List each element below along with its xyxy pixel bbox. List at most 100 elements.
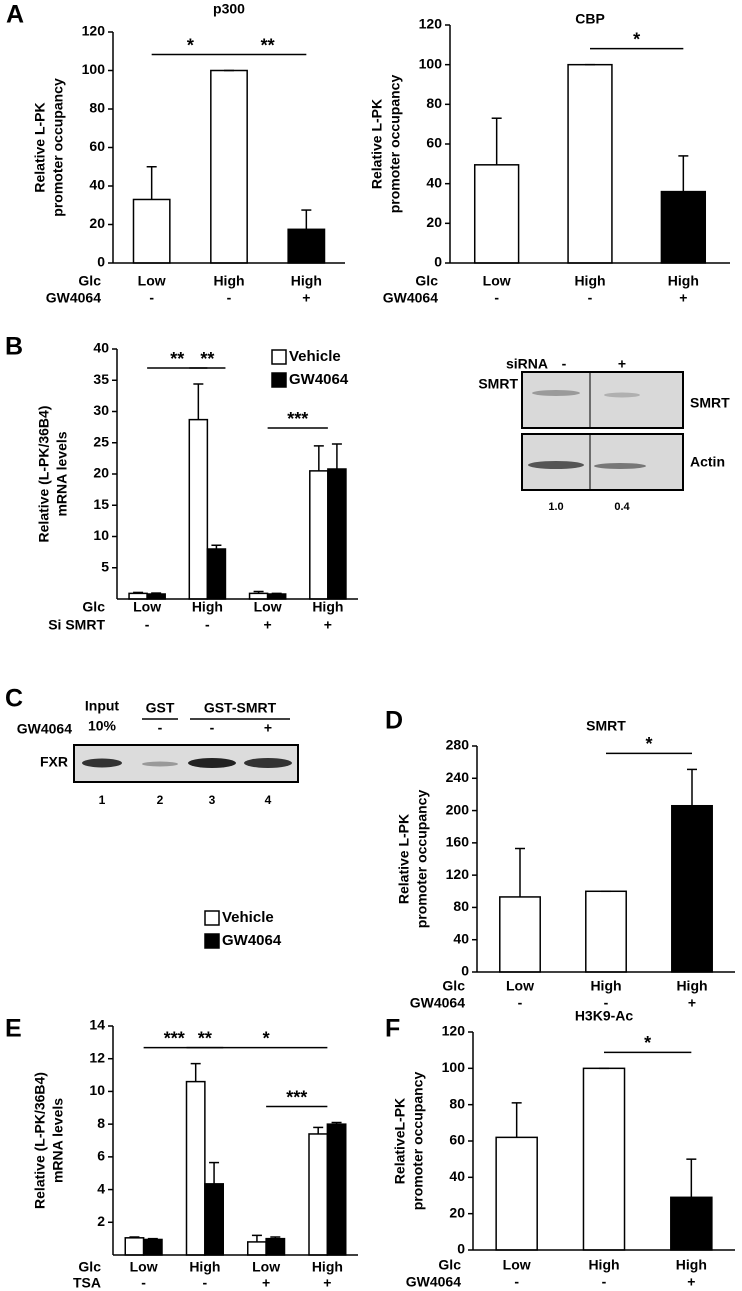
y-tick-label: 280 [446,737,470,753]
legend-swatch [271,372,287,388]
y-tick-label: 20 [426,214,442,230]
condition-label: - [205,617,210,633]
y-tick-label: 10 [89,1082,105,1098]
bar [142,1238,163,1256]
significance-label: * [633,29,640,49]
bar [670,1196,713,1251]
x-row-label: Glc [78,273,101,289]
y-tick-label: 80 [426,95,442,111]
band [532,390,580,396]
bar [473,164,520,264]
bar [210,69,248,264]
y-axis-label: RelativeL-PK [392,1098,408,1184]
bar [585,890,627,973]
condition-label: + [302,290,310,306]
chart-title: p300 [213,1,245,17]
bar [327,468,347,600]
y-tick-label: 14 [89,1017,105,1033]
y-axis-label: Relative L-PK [32,102,48,192]
x-tick-label: High [676,978,707,994]
y-tick-label: 120 [442,1023,466,1039]
y-tick-label: 35 [93,371,109,387]
y-tick-label: 20 [89,215,105,231]
y-tick-label: 120 [419,16,443,32]
bar [582,1067,626,1251]
y-tick-label: 5 [101,558,109,574]
blot-quant: 0.4 [614,501,630,513]
blot-row-label: SMRT [690,395,730,411]
y-tick-label: 30 [93,402,109,418]
band [594,463,646,469]
chart-title: SMRT [586,718,626,734]
bar [495,1136,538,1251]
y-axis-label: promoter occupancy [410,1072,426,1211]
y-tick-label: 2 [97,1213,105,1229]
x-row-label: Glc [82,599,105,615]
bar [128,592,148,600]
y-tick-label: 15 [93,496,109,512]
x-row-label: GW4064 [383,290,438,306]
y-axis-label: promoter occupancy [387,75,403,214]
bar [204,1183,224,1256]
x-tick-label: Low [503,1257,531,1273]
x-row-label: Glc [438,1257,461,1273]
legend-label: Vehicle [222,909,274,926]
y-axis-label: Relative L-PK [369,99,385,189]
significance-label: *** [286,1087,307,1107]
y-tick-label: 4 [97,1180,105,1196]
x-row-label: Glc [415,273,438,289]
condition-label: - [203,1275,208,1291]
blot-column: - [562,356,567,372]
x-tick-label: Low [254,599,282,615]
x-tick-label: High [312,599,343,615]
x-tick-label: Low [252,1259,280,1275]
x-row-label: TSA [73,1275,101,1291]
y-tick-label: 80 [89,100,105,116]
y-tick-label: 40 [449,1168,465,1184]
y-tick-label: 120 [446,866,470,882]
x-tick-label: High [189,1259,220,1275]
y-tick-label: 80 [453,898,469,914]
bar [248,592,269,600]
panel-label: B [5,333,23,361]
x-tick-label: High [291,273,322,289]
bar [185,1080,206,1256]
bar [206,548,227,600]
y-tick-label: 0 [457,1241,465,1257]
x-tick-label: High [213,273,244,289]
x-row-label: Glc [442,978,465,994]
blot-row-label: Actin [690,454,725,470]
condition-label: - [227,290,232,306]
legend-swatch [204,933,220,949]
blot-treatment: 10% [88,718,117,734]
x-tick-label: Low [133,599,161,615]
band [244,758,292,768]
y-tick-label: 0 [434,254,442,270]
blot-treatment: + [264,720,272,736]
legend-label: Vehicle [289,348,341,365]
panel-label: D [385,707,403,735]
y-tick-label: 20 [93,465,109,481]
condition-label: - [514,1274,519,1290]
x-tick-label: Low [130,1259,158,1275]
y-tick-label: 120 [82,23,106,39]
bar [567,63,613,264]
bar [671,804,713,973]
condition-label: + [324,617,332,633]
lane-number: 2 [157,793,164,807]
y-tick-label: 0 [97,254,105,270]
bar [188,418,209,600]
blot-b: siRNA SMRT - + SMRT Actin 1.0 0.4 [478,356,730,513]
blot-c: Input GST GST-SMRT GW4064 10% - - + FXR … [17,698,299,807]
bar [499,896,541,973]
lane-number: 3 [209,793,216,807]
y-tick-label: 12 [89,1049,105,1065]
y-tick-label: 80 [449,1095,465,1111]
y-tick-label: 40 [426,174,442,190]
y-tick-label: 200 [446,801,470,817]
lane-number: 4 [265,793,272,807]
x-tick-label: High [192,599,223,615]
y-tick-label: 100 [442,1059,466,1075]
blot-group: GST [146,700,175,716]
